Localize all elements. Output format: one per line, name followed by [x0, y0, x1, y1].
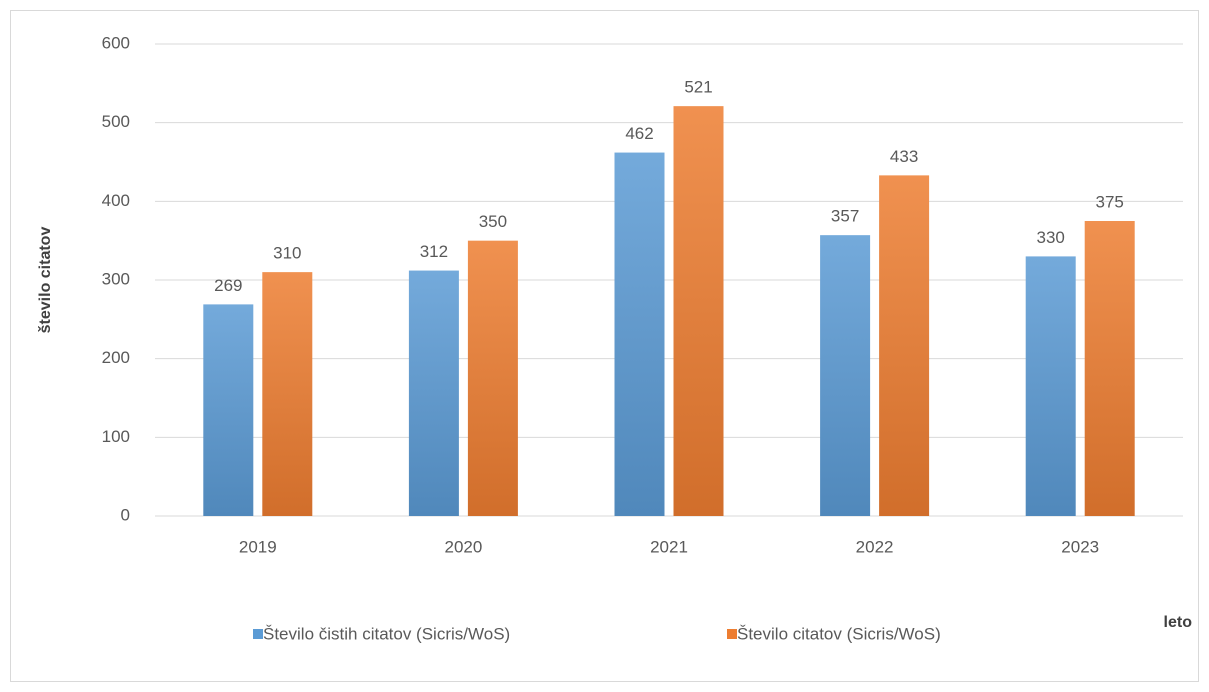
- y-tick-label: 600: [102, 33, 130, 52]
- value-label: 357: [831, 207, 859, 226]
- y-tick-label: 500: [102, 112, 130, 131]
- value-label: 312: [420, 242, 448, 261]
- y-tick-label: 100: [102, 427, 130, 446]
- value-label: 462: [625, 124, 653, 143]
- legend-label: Število citatov (Sicris/WoS): [737, 624, 941, 643]
- legend-swatch: [253, 629, 263, 639]
- value-label: 269: [214, 276, 242, 295]
- y-tick-label: 200: [102, 348, 130, 367]
- value-label: 375: [1096, 192, 1124, 211]
- x-tick-label: 2022: [856, 537, 894, 556]
- bar: [262, 272, 313, 516]
- value-label: 433: [890, 147, 918, 166]
- bar: [879, 175, 930, 516]
- bar: [203, 304, 254, 516]
- bar: [673, 106, 724, 516]
- x-axis-label: leto: [1164, 614, 1193, 631]
- bar: [820, 235, 871, 516]
- value-label: 330: [1037, 228, 1065, 247]
- legend-swatch: [727, 629, 737, 639]
- value-label: 310: [273, 244, 301, 263]
- bar: [408, 270, 459, 516]
- legend-label: Število čistih citatov (Sicris/WoS): [263, 624, 510, 643]
- y-tick-label: 0: [121, 505, 130, 524]
- x-tick-label: 2023: [1061, 537, 1099, 556]
- y-tick-label: 300: [102, 269, 130, 288]
- x-tick-label: 2020: [444, 537, 482, 556]
- bar: [1084, 221, 1135, 516]
- y-axis-label: število citatov: [37, 227, 54, 334]
- x-tick-label: 2019: [239, 537, 277, 556]
- value-label: 350: [479, 212, 507, 231]
- bar: [467, 240, 518, 516]
- bar: [614, 152, 665, 516]
- chart-border: [10, 10, 1199, 682]
- value-label: 521: [684, 78, 712, 97]
- y-tick-label: 400: [102, 191, 130, 210]
- x-tick-label: 2021: [650, 537, 688, 556]
- bar: [1025, 256, 1076, 516]
